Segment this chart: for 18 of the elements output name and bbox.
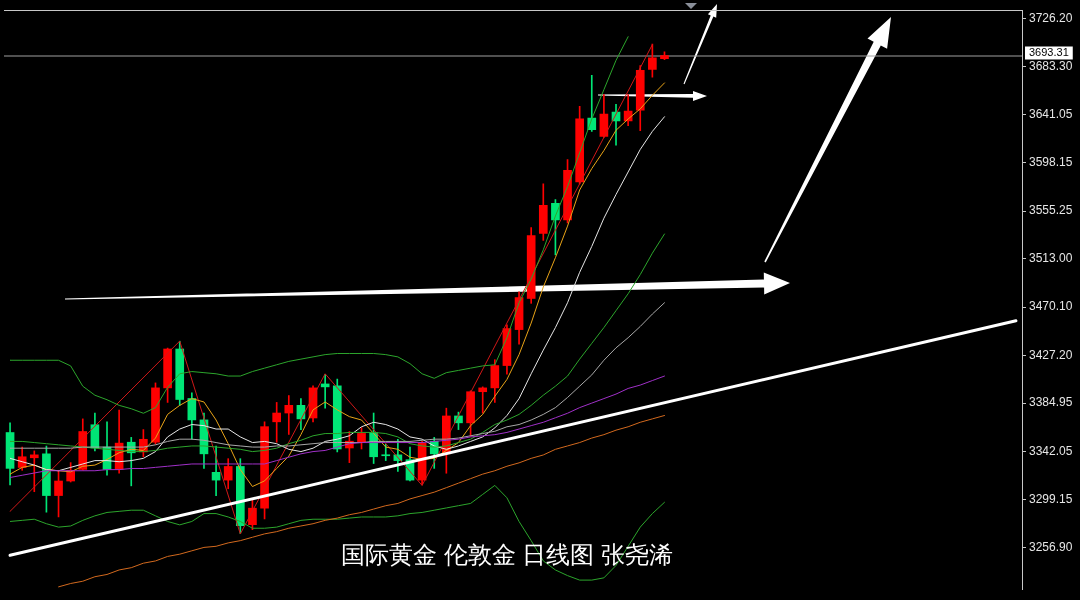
y-tick-label: 3342.05: [1029, 443, 1073, 458]
y-tick-label: 3299.15: [1029, 492, 1073, 507]
y-tick-label: 3726.20: [1029, 10, 1073, 25]
ref-line-label: 3693.31: [1029, 46, 1069, 59]
candlestick: [284, 395, 294, 435]
annotation: 国际黄金 伦敦金 日线图 张尧浠: [340, 541, 674, 569]
y-tick-label: 3384.95: [1029, 395, 1073, 410]
y-tick-label: 3427.20: [1029, 347, 1073, 362]
y-tick-label: 3683.30: [1029, 59, 1073, 74]
y-tick-label: 3513.00: [1029, 251, 1073, 266]
candlestick: [272, 402, 282, 443]
candlestick: [478, 386, 488, 414]
y-tick-label: 3256.90: [1029, 539, 1073, 554]
y-tick-label: 3641.05: [1029, 106, 1073, 121]
y-tick-label: 3555.25: [1029, 203, 1073, 218]
y-tick-label: 3598.15: [1029, 155, 1073, 170]
candlestick: [381, 443, 391, 461]
y-tick-label: 3470.10: [1029, 299, 1073, 314]
